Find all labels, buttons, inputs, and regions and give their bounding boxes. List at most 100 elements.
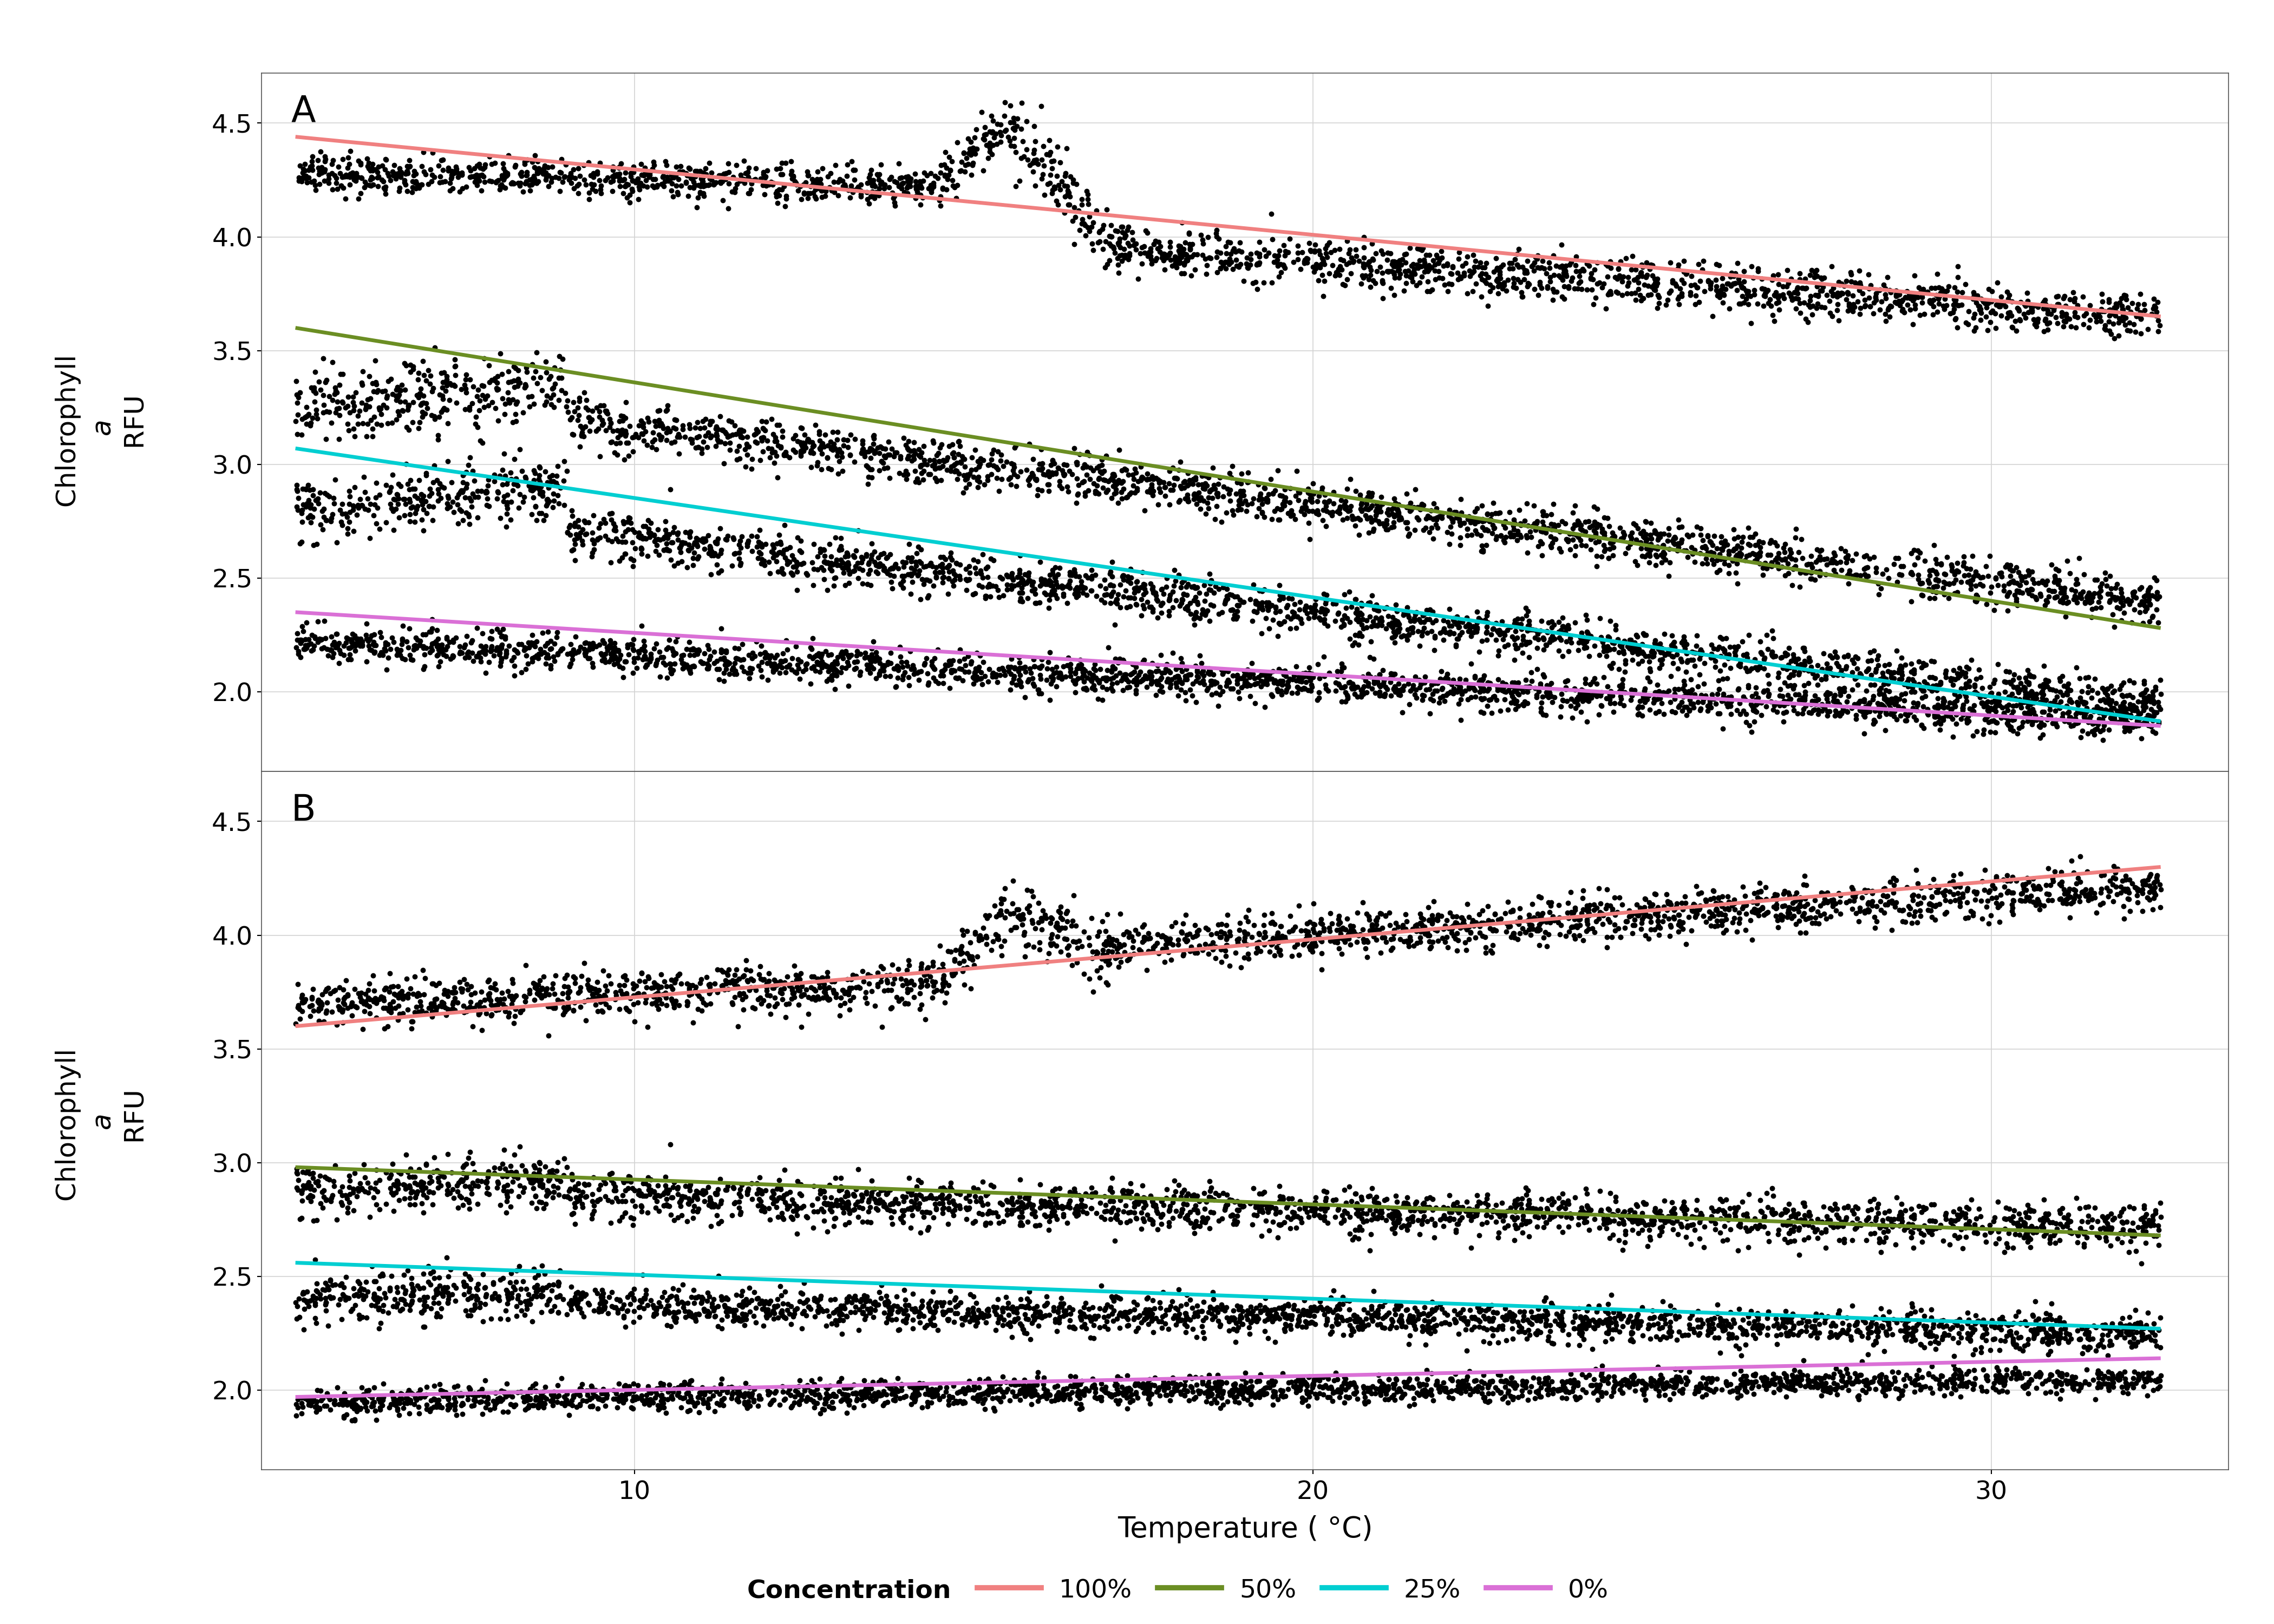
Point (937, 1301, 973, 1327)
Point (1178, 689, 1214, 715)
Point (1323, 921, 1360, 947)
Point (2085, 1203, 2122, 1229)
Point (1551, 905, 1587, 931)
Point (521, 159, 557, 185)
Point (446, 1392, 482, 1418)
Point (803, 1400, 839, 1426)
Point (748, 531, 785, 557)
Point (530, 1168, 566, 1194)
Point (646, 174, 682, 200)
Point (377, 1387, 414, 1413)
Point (1840, 1195, 1876, 1221)
Point (1915, 1192, 1951, 1218)
Point (744, 425, 780, 451)
Point (1380, 682, 1417, 708)
Point (1437, 633, 1474, 659)
Point (480, 479, 516, 505)
Point (455, 640, 491, 666)
Point (1117, 940, 1153, 966)
Point (293, 1387, 330, 1413)
Point (807, 551, 844, 577)
Point (2133, 875, 2169, 901)
Point (1405, 235, 1442, 261)
Point (1978, 1363, 2015, 1389)
Point (1132, 926, 1169, 952)
Point (1819, 645, 1856, 671)
Point (387, 167, 423, 193)
Point (1369, 1376, 1405, 1402)
Point (696, 529, 732, 555)
Point (541, 1168, 578, 1194)
Point (2058, 590, 2094, 615)
Point (1512, 525, 1549, 551)
Point (425, 395, 462, 421)
Point (1699, 279, 1735, 305)
Point (814, 1299, 850, 1325)
Point (1865, 664, 1901, 690)
Point (744, 966, 780, 992)
Point (832, 974, 869, 1000)
Point (1626, 1369, 1662, 1395)
Point (1699, 908, 1735, 934)
Point (414, 999, 450, 1025)
Point (1107, 1304, 1144, 1330)
Point (314, 632, 350, 658)
Point (553, 1288, 589, 1314)
Point (1437, 1307, 1474, 1333)
Point (2067, 702, 2103, 728)
Point (841, 1288, 878, 1314)
Point (1517, 1320, 1553, 1346)
Point (1803, 1366, 1840, 1392)
Point (1016, 149, 1053, 175)
Point (2069, 585, 2106, 611)
Point (794, 1380, 830, 1406)
Point (1194, 1376, 1230, 1402)
Point (1055, 929, 1092, 955)
Point (953, 648, 989, 674)
Point (1414, 1306, 1451, 1332)
Point (1812, 903, 1849, 929)
Point (1897, 903, 1933, 929)
Point (1862, 297, 1899, 323)
Point (951, 945, 987, 971)
Point (1228, 250, 1264, 276)
Point (748, 1288, 785, 1314)
Point (696, 169, 732, 195)
Point (828, 1382, 864, 1408)
Point (1089, 952, 1126, 978)
Point (2122, 305, 2158, 331)
Point (810, 1298, 846, 1324)
Point (1876, 698, 1912, 724)
Point (1408, 1317, 1444, 1343)
Point (1933, 300, 1969, 326)
Point (1781, 1208, 1817, 1234)
Point (1112, 674, 1148, 700)
Point (1553, 879, 1590, 905)
Point (2010, 1371, 2047, 1397)
Point (2008, 870, 2044, 896)
Point (1803, 547, 1840, 573)
Point (2008, 1218, 2044, 1244)
Point (1110, 1200, 1146, 1226)
Point (1619, 1307, 1655, 1333)
Point (1951, 1195, 1987, 1221)
Point (875, 1379, 912, 1405)
Point (1690, 523, 1726, 549)
Point (341, 1384, 377, 1410)
Point (775, 546, 812, 572)
Point (1696, 1306, 1733, 1332)
Point (1144, 1212, 1180, 1237)
Point (1426, 615, 1462, 641)
Point (1408, 598, 1444, 624)
Point (1035, 906, 1071, 932)
Point (1396, 1307, 1433, 1333)
Point (582, 1173, 619, 1199)
Point (1967, 554, 2003, 580)
Point (789, 1374, 825, 1400)
Point (1271, 903, 1308, 929)
Point (450, 638, 487, 664)
Point (1771, 895, 1808, 921)
Point (616, 627, 653, 653)
Point (630, 651, 666, 677)
Point (1735, 697, 1771, 723)
